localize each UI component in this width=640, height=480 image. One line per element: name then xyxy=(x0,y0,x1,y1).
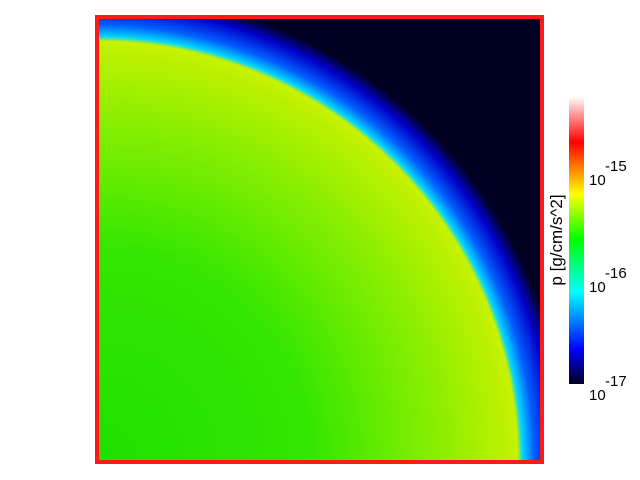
colorbar-label: p [g/cm/s^2] xyxy=(547,194,566,285)
colorbar-tick-base: 10 xyxy=(589,172,606,189)
pressure-field xyxy=(97,17,542,462)
colorbar-tick-base: 10 xyxy=(589,387,606,404)
colorbar-tick-minus15: 10 -15 xyxy=(589,158,627,189)
plot-frame xyxy=(95,15,544,464)
colorbar-tick-minus17: 10 -17 xyxy=(589,373,627,404)
colorbar xyxy=(569,96,584,384)
colorbar-tick-exponent: -16 xyxy=(605,265,627,282)
heatmap-area xyxy=(97,17,542,462)
colorbar-tick-exponent: -17 xyxy=(605,373,627,390)
colorbar-tick-base: 10 xyxy=(589,279,606,296)
colorbar-tick-exponent: -15 xyxy=(605,158,627,175)
colorbar-tick-minus16: 10 -16 xyxy=(589,265,627,296)
